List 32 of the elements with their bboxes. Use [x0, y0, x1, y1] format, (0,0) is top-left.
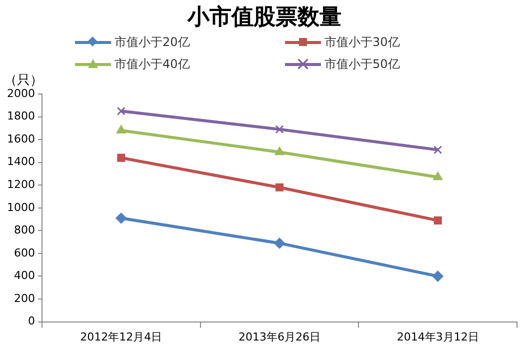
chart-title: 小市值股票数量 [186, 3, 342, 32]
x-tick-label: 2013年6月26日 [238, 330, 320, 344]
y-tick-label: 600 [14, 246, 35, 260]
y-axis-title: （只） [4, 72, 43, 88]
legend-label: 市值小于20亿 [114, 34, 190, 50]
x-tick-label: 2014年3月12日 [396, 330, 479, 344]
point [116, 212, 127, 224]
point [116, 106, 126, 116]
point [275, 125, 284, 134]
point [433, 172, 443, 180]
y-tick-label: 1600 [6, 132, 35, 146]
point [432, 270, 444, 282]
legend-label: 市值小于50亿 [324, 56, 400, 72]
legend-label: 市值小于30亿 [324, 34, 400, 50]
y-tick-label: 0 [28, 314, 35, 328]
y-tick-label: 1800 [6, 110, 35, 123]
y-tick-label: 400 [14, 269, 35, 282]
point [434, 216, 442, 224]
y-tick-label: 1200 [6, 178, 35, 191]
y-tick-label: 200 [14, 292, 35, 305]
point [117, 154, 126, 162]
point [275, 183, 284, 192]
x-tick-label: 2012年12月4日 [80, 330, 162, 344]
legend-label: 市值小于40亿 [114, 56, 190, 72]
y-tick-label: 1400 [6, 155, 35, 168]
point [434, 146, 442, 154]
y-tick-label: 800 [14, 224, 35, 237]
y-tick-label: 1000 [6, 200, 35, 214]
point [274, 146, 284, 156]
point [274, 238, 285, 249]
y-tick-label: 2000 [6, 86, 35, 100]
point [116, 124, 126, 134]
